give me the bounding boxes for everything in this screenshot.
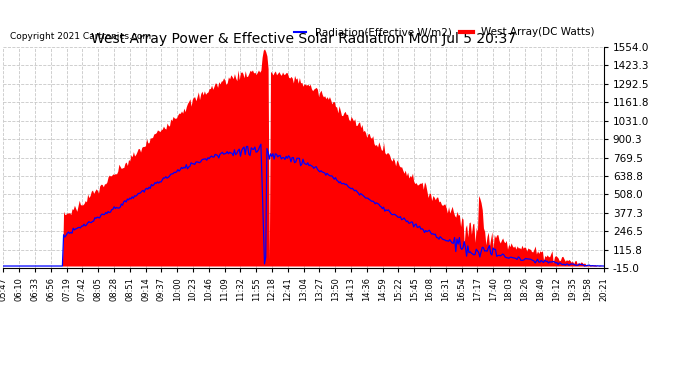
- Legend: Radiation(Effective W/m2), West Array(DC Watts): Radiation(Effective W/m2), West Array(DC…: [290, 23, 598, 42]
- Text: Copyright 2021 Cartronics.com: Copyright 2021 Cartronics.com: [10, 32, 152, 41]
- Title: West Array Power & Effective Solar Radiation Mon Jul 5 20:37: West Array Power & Effective Solar Radia…: [91, 32, 516, 46]
